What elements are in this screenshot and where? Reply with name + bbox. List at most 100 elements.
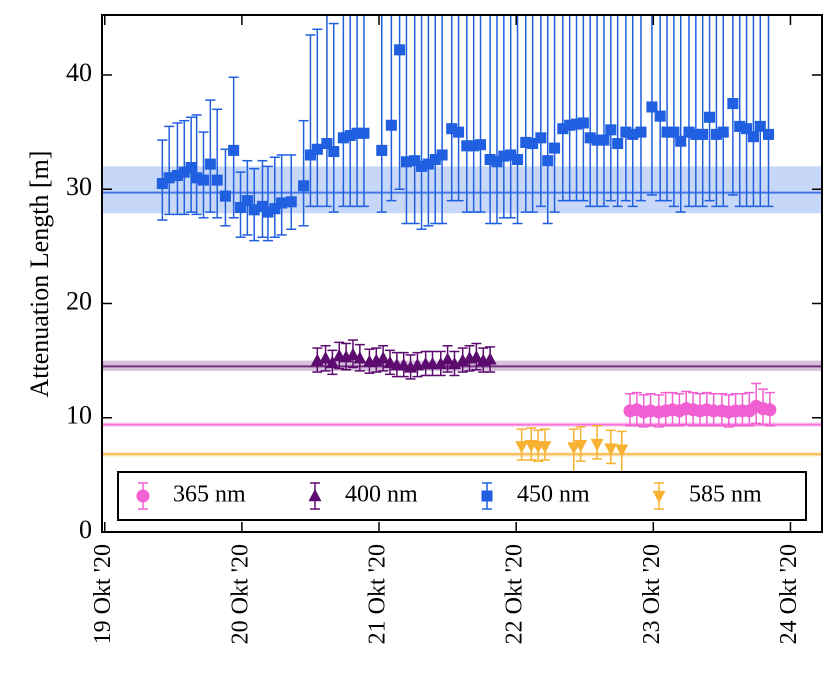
marker [163,172,175,184]
marker [328,146,340,158]
marker [557,123,569,135]
marker [416,160,428,172]
marker [376,351,390,364]
marker [741,123,753,135]
marker [394,44,406,56]
marker [409,155,421,167]
marker [615,444,629,457]
marker [675,135,687,147]
marker [191,172,203,184]
marker [697,128,709,140]
marker [447,356,461,370]
marker [197,174,210,186]
marker [635,126,647,138]
y-tick-label: 0 [79,515,92,544]
marker [574,439,588,453]
marker [262,206,274,218]
marker [763,403,777,417]
marker [469,350,483,363]
y-axis-label: Attenuation Length [m] [25,151,54,398]
marker [241,195,253,207]
marker [549,142,561,154]
marker [505,149,517,161]
marker [627,128,639,140]
legend-marker [308,488,322,502]
marker [298,180,310,192]
marker [219,190,231,202]
marker [337,132,349,144]
marker [434,356,448,370]
marker [453,126,465,138]
marker [584,132,596,144]
marker [304,149,316,161]
marker [256,200,268,212]
marker [538,441,552,454]
y-tick-label: 20 [66,286,92,315]
x-tick-label: 21 Okt '20 [365,544,391,644]
marker [717,126,729,138]
marker [570,118,583,130]
marker [441,352,455,365]
marker [474,139,487,151]
marker [376,144,388,156]
marker [491,156,503,168]
marker [446,123,458,135]
marker [248,204,260,216]
marker [346,347,360,361]
marker [319,351,333,364]
marker [353,351,367,364]
legend-box [117,471,807,521]
marker [577,117,589,129]
legend-label: 450 nm [517,482,590,508]
marker [358,127,370,139]
marker [564,119,576,131]
marker [535,132,547,144]
x-tick-label: 24 Okt '20 [776,544,802,644]
marker [646,101,658,113]
marker [747,131,759,143]
marker [605,124,617,136]
marker [762,128,775,140]
marker [351,127,363,139]
marker [512,154,524,166]
marker [285,196,297,208]
marker [668,126,680,138]
marker [498,150,510,162]
marker [683,126,695,138]
marker [171,170,183,182]
marker [468,140,480,152]
x-tick-label: 22 Okt '20 [502,544,528,644]
marker [690,128,702,140]
marker [734,120,746,132]
marker [542,155,554,167]
marker [710,128,722,140]
marker [426,356,440,370]
marker [527,138,539,150]
frame [101,14,823,533]
marker [484,154,496,166]
legend-marker [136,489,150,503]
marker [211,174,223,186]
x-tick-label: 20 Okt '20 [227,544,253,644]
y-tick-label: 40 [66,58,92,87]
marker [178,166,190,178]
marker [325,355,339,369]
marker [483,352,497,365]
marker [591,134,603,146]
legend-label: 400 nm [345,482,418,508]
marker [515,441,529,454]
marker [461,140,473,152]
marker [661,126,673,138]
marker [704,111,716,123]
marker [429,154,441,166]
marker [422,158,434,170]
marker [204,158,216,170]
marker [321,138,333,150]
marker [185,162,197,174]
marker [400,156,412,168]
x-tick-label: 23 Okt '20 [639,544,665,644]
y-tick-label: 10 [66,401,92,430]
marker [590,438,604,452]
marker [436,149,448,161]
